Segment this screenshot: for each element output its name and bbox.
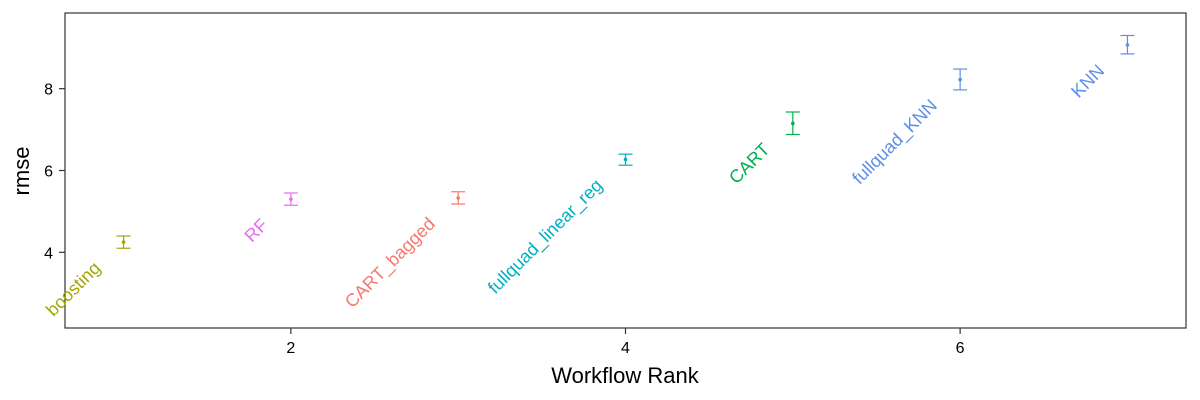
y-tick-label: 4: [44, 245, 53, 262]
x-tick-label: 2: [286, 340, 295, 357]
mean-point: [958, 77, 962, 82]
x-axis-ticks: 2 4 6: [286, 328, 965, 357]
x-tick-label: 6: [956, 340, 965, 357]
y-tick-label: 6: [44, 164, 53, 181]
plot-panel: [64, 12, 1187, 329]
mean-point: [289, 197, 293, 201]
mean-point: [456, 196, 460, 200]
y-axis-title: rmse: [9, 147, 34, 196]
y-axis-ticks: 4 6 8: [44, 82, 65, 262]
mean-point: [791, 121, 795, 126]
mean-point: [121, 240, 126, 244]
x-axis-title: Workflow Rank: [551, 363, 700, 388]
y-tick-label: 8: [44, 82, 53, 99]
mean-point: [1125, 43, 1130, 47]
x-tick-label: 4: [621, 340, 630, 357]
mean-point: [623, 157, 628, 162]
